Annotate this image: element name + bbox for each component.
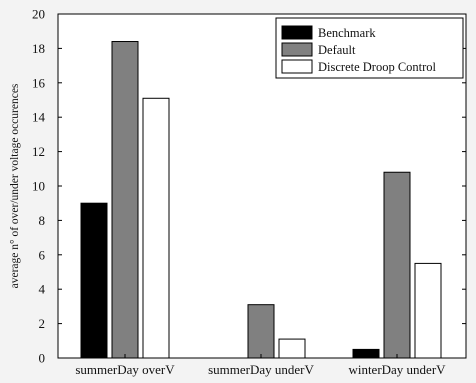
x-category-label: summerDay overV (75, 362, 175, 377)
bar-default-0 (111, 41, 139, 359)
y-tick-label: 16 (32, 75, 46, 90)
y-axis: 0 2 4 6 8 10 12 14 16 18 20 (32, 7, 466, 366)
bar-discrete-droop-control-1 (278, 338, 306, 359)
legend-swatch (281, 25, 313, 40)
y-tick-label: 8 (39, 213, 46, 228)
y-tick-label: 14 (32, 110, 46, 125)
bar-default-1 (247, 304, 275, 359)
bar-discrete-droop-control-2 (414, 262, 442, 359)
legend-label: Default (318, 43, 356, 57)
bar-benchmark-0 (80, 202, 108, 359)
y-tick-label: 4 (39, 282, 46, 297)
bar-default-2 (383, 171, 411, 359)
legend-label: Discrete Droop Control (318, 60, 437, 74)
y-tick-label: 2 (39, 316, 46, 331)
x-category-label: summerDay underV (208, 362, 314, 377)
y-tick-label: 20 (32, 7, 45, 22)
legend-swatch (281, 42, 313, 57)
bar-benchmark-2 (352, 348, 380, 359)
bars-group (80, 41, 442, 359)
bar-discrete-droop-control-0 (142, 97, 170, 359)
legend-label: Benchmark (318, 26, 376, 40)
y-axis-label: average n° of over/under voltage occuren… (9, 83, 21, 288)
x-axis: summerDay overV summerDay underV winterDay… (75, 354, 446, 377)
y-tick-label: 12 (32, 144, 45, 159)
y-tick-label: 10 (32, 179, 45, 194)
y-tick-label: 6 (39, 247, 46, 262)
x-category-label: winterDay underV (348, 362, 446, 377)
y-tick-label: 18 (32, 41, 45, 56)
legend: Benchmark Default Discrete Droop Control (275, 17, 464, 79)
legend-swatch (281, 59, 313, 74)
y-tick-label: 0 (39, 351, 46, 366)
